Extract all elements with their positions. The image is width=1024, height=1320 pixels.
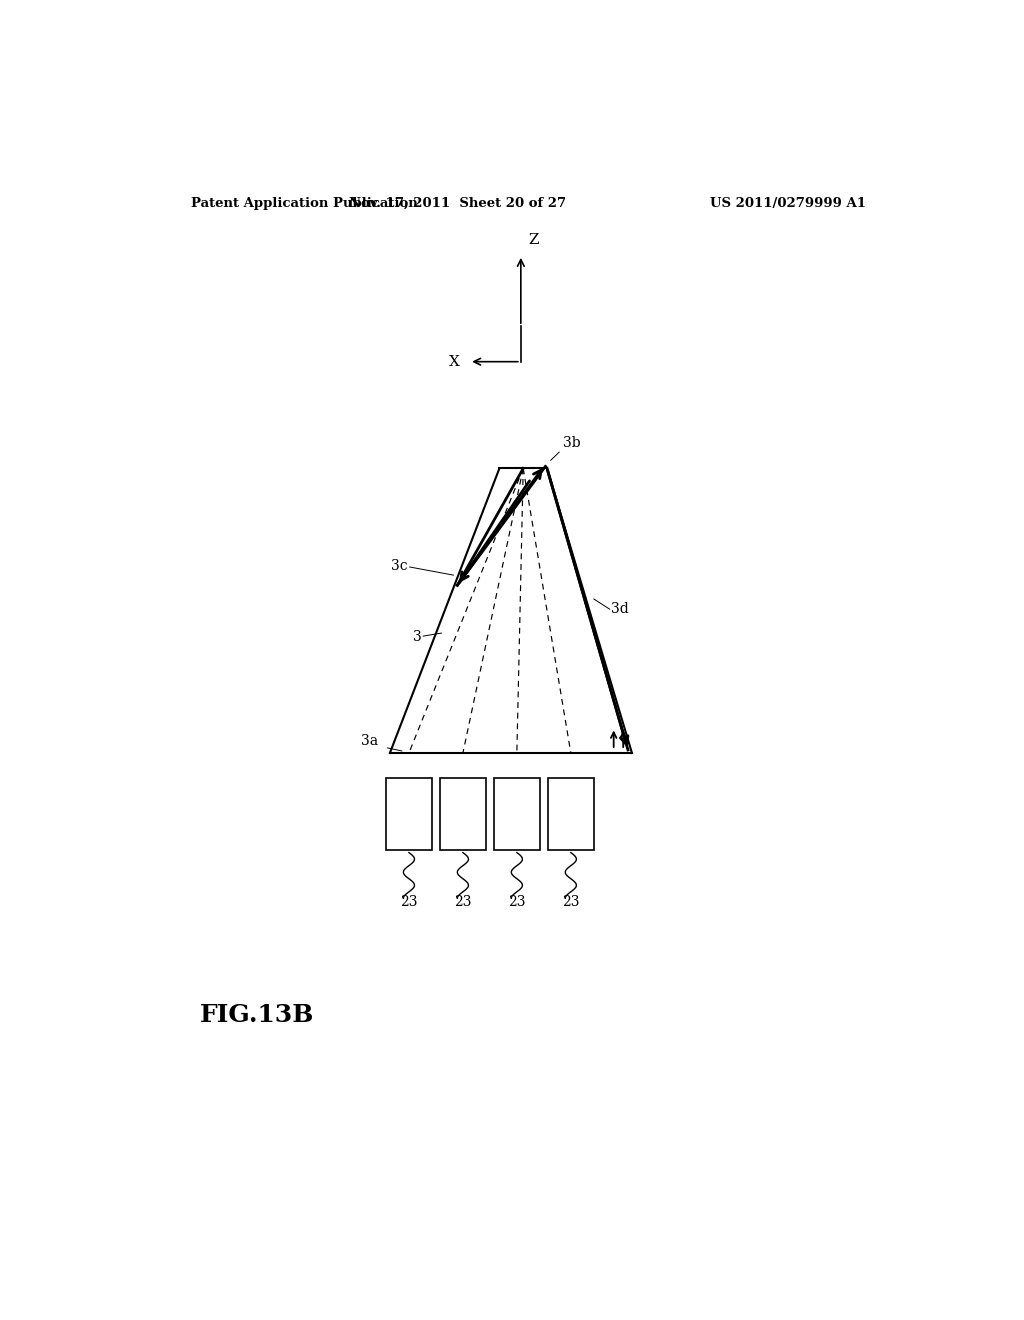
Text: 3b: 3b	[563, 436, 581, 450]
FancyBboxPatch shape	[548, 779, 594, 850]
Text: 3d: 3d	[611, 602, 629, 616]
Text: Nov. 17, 2011  Sheet 20 of 27: Nov. 17, 2011 Sheet 20 of 27	[349, 197, 566, 210]
Text: 23: 23	[400, 895, 418, 909]
Text: 3a: 3a	[360, 734, 378, 748]
FancyBboxPatch shape	[386, 779, 432, 850]
Text: FIG.13B: FIG.13B	[200, 1003, 313, 1027]
Text: US 2011/0279999 A1: US 2011/0279999 A1	[710, 197, 866, 210]
Text: 23: 23	[508, 895, 525, 909]
Text: X: X	[449, 355, 460, 368]
Text: Z: Z	[528, 232, 540, 247]
Text: 23: 23	[562, 895, 580, 909]
Text: Patent Application Publication: Patent Application Publication	[191, 197, 418, 210]
FancyBboxPatch shape	[440, 779, 486, 850]
FancyBboxPatch shape	[494, 779, 540, 850]
Text: 23: 23	[455, 895, 472, 909]
Text: 3: 3	[413, 630, 422, 644]
Text: 3c: 3c	[391, 560, 408, 573]
